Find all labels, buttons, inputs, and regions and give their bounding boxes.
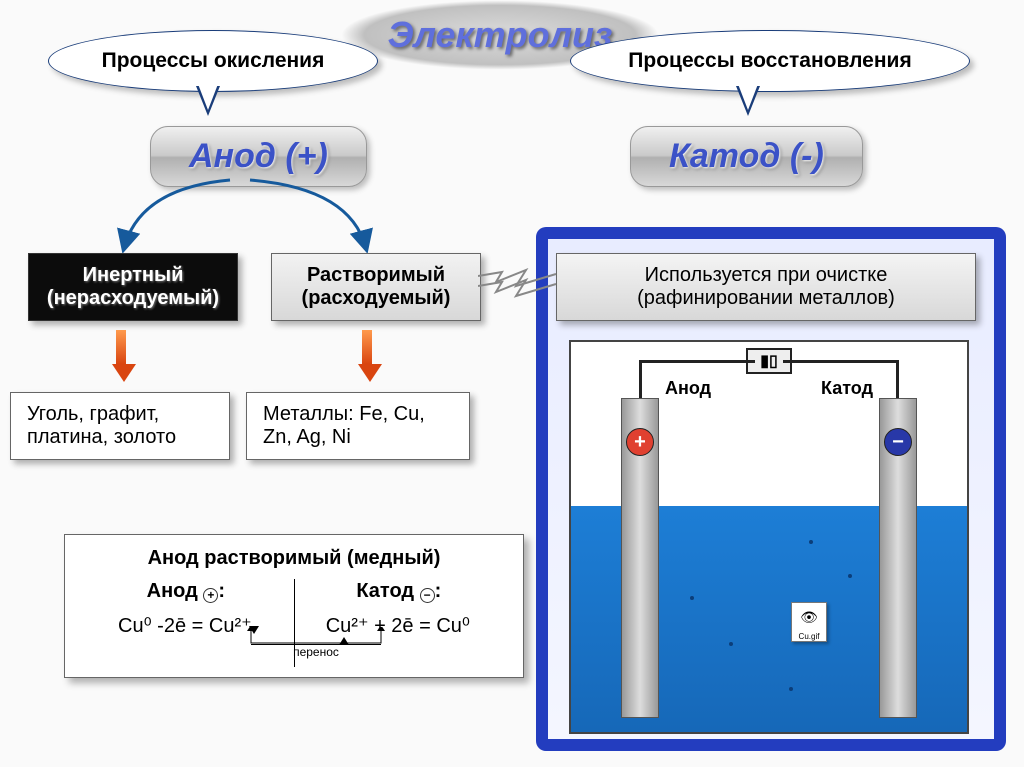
usage-line2: (рафинировании металлов) (573, 287, 959, 310)
anode-connector (100, 178, 400, 258)
wire (639, 360, 755, 363)
inert-materials-box: Уголь, графит, платина, золото (10, 392, 230, 460)
equation-box: Анод растворимый (медный) Анод +: Катод … (64, 534, 524, 678)
inert-anode-box: Инертный (нерасходуемый) (28, 253, 238, 321)
arrow-icon (358, 330, 376, 380)
bubble-tail (738, 84, 758, 110)
reduction-bubble: Процессы восстановления (570, 30, 970, 92)
reduction-label: Процессы восстановления (628, 49, 911, 73)
electrolyser-diagram: ▮▯ Анод Катод + − 👁 Cu.gif (569, 340, 969, 734)
soluble-line2: (расходуемый) (288, 287, 464, 310)
minus-sign: − (884, 428, 912, 456)
eq-cathode-label: Катод −: (356, 580, 441, 603)
soluble-anode-box: Растворимый (расходуемый) (271, 253, 481, 321)
soluble-line1: Растворимый (288, 264, 464, 287)
lightning-connector (478, 268, 558, 298)
oxidation-bubble: Процессы окисления (48, 30, 378, 92)
bubble-tail (198, 84, 218, 110)
plus-sign: + (626, 428, 654, 456)
usage-box: Используется при очистке (рафинировании … (556, 253, 976, 321)
anode-diagram-label: Анод (665, 378, 711, 399)
wire (896, 360, 899, 400)
anode-heading: Анод (+) (150, 126, 367, 187)
anode-equation: Cu⁰ -2ē = Cu²⁺ (118, 613, 252, 638)
gif-placeholder-icon: 👁 Cu.gif (791, 602, 827, 642)
wire (639, 360, 642, 400)
soluble-materials: Металлы: Fe, Cu, Zn, Ag, Ni (263, 403, 425, 448)
inert-line2: (нерасходуемый) (45, 287, 221, 310)
wire (783, 360, 899, 363)
plus-icon: + (203, 588, 218, 603)
inert-materials: Уголь, графит, платина, золото (27, 403, 176, 448)
minus-icon: − (420, 588, 435, 603)
cathode-heading: Катод (-) (630, 126, 863, 187)
inert-line1: Инертный (45, 264, 221, 287)
usage-line1: Используется при очистке (573, 264, 959, 287)
oxidation-label: Процессы окисления (102, 49, 325, 73)
transfer-label: перенос (251, 644, 381, 659)
equation-title: Анод растворимый (медный) (81, 547, 507, 570)
cathode-diagram-label: Катод (821, 378, 873, 399)
eq-anode-label: Анод +: (147, 580, 225, 603)
soluble-materials-box: Металлы: Fe, Cu, Zn, Ag, Ni (246, 392, 470, 460)
arrow-icon (112, 330, 130, 380)
